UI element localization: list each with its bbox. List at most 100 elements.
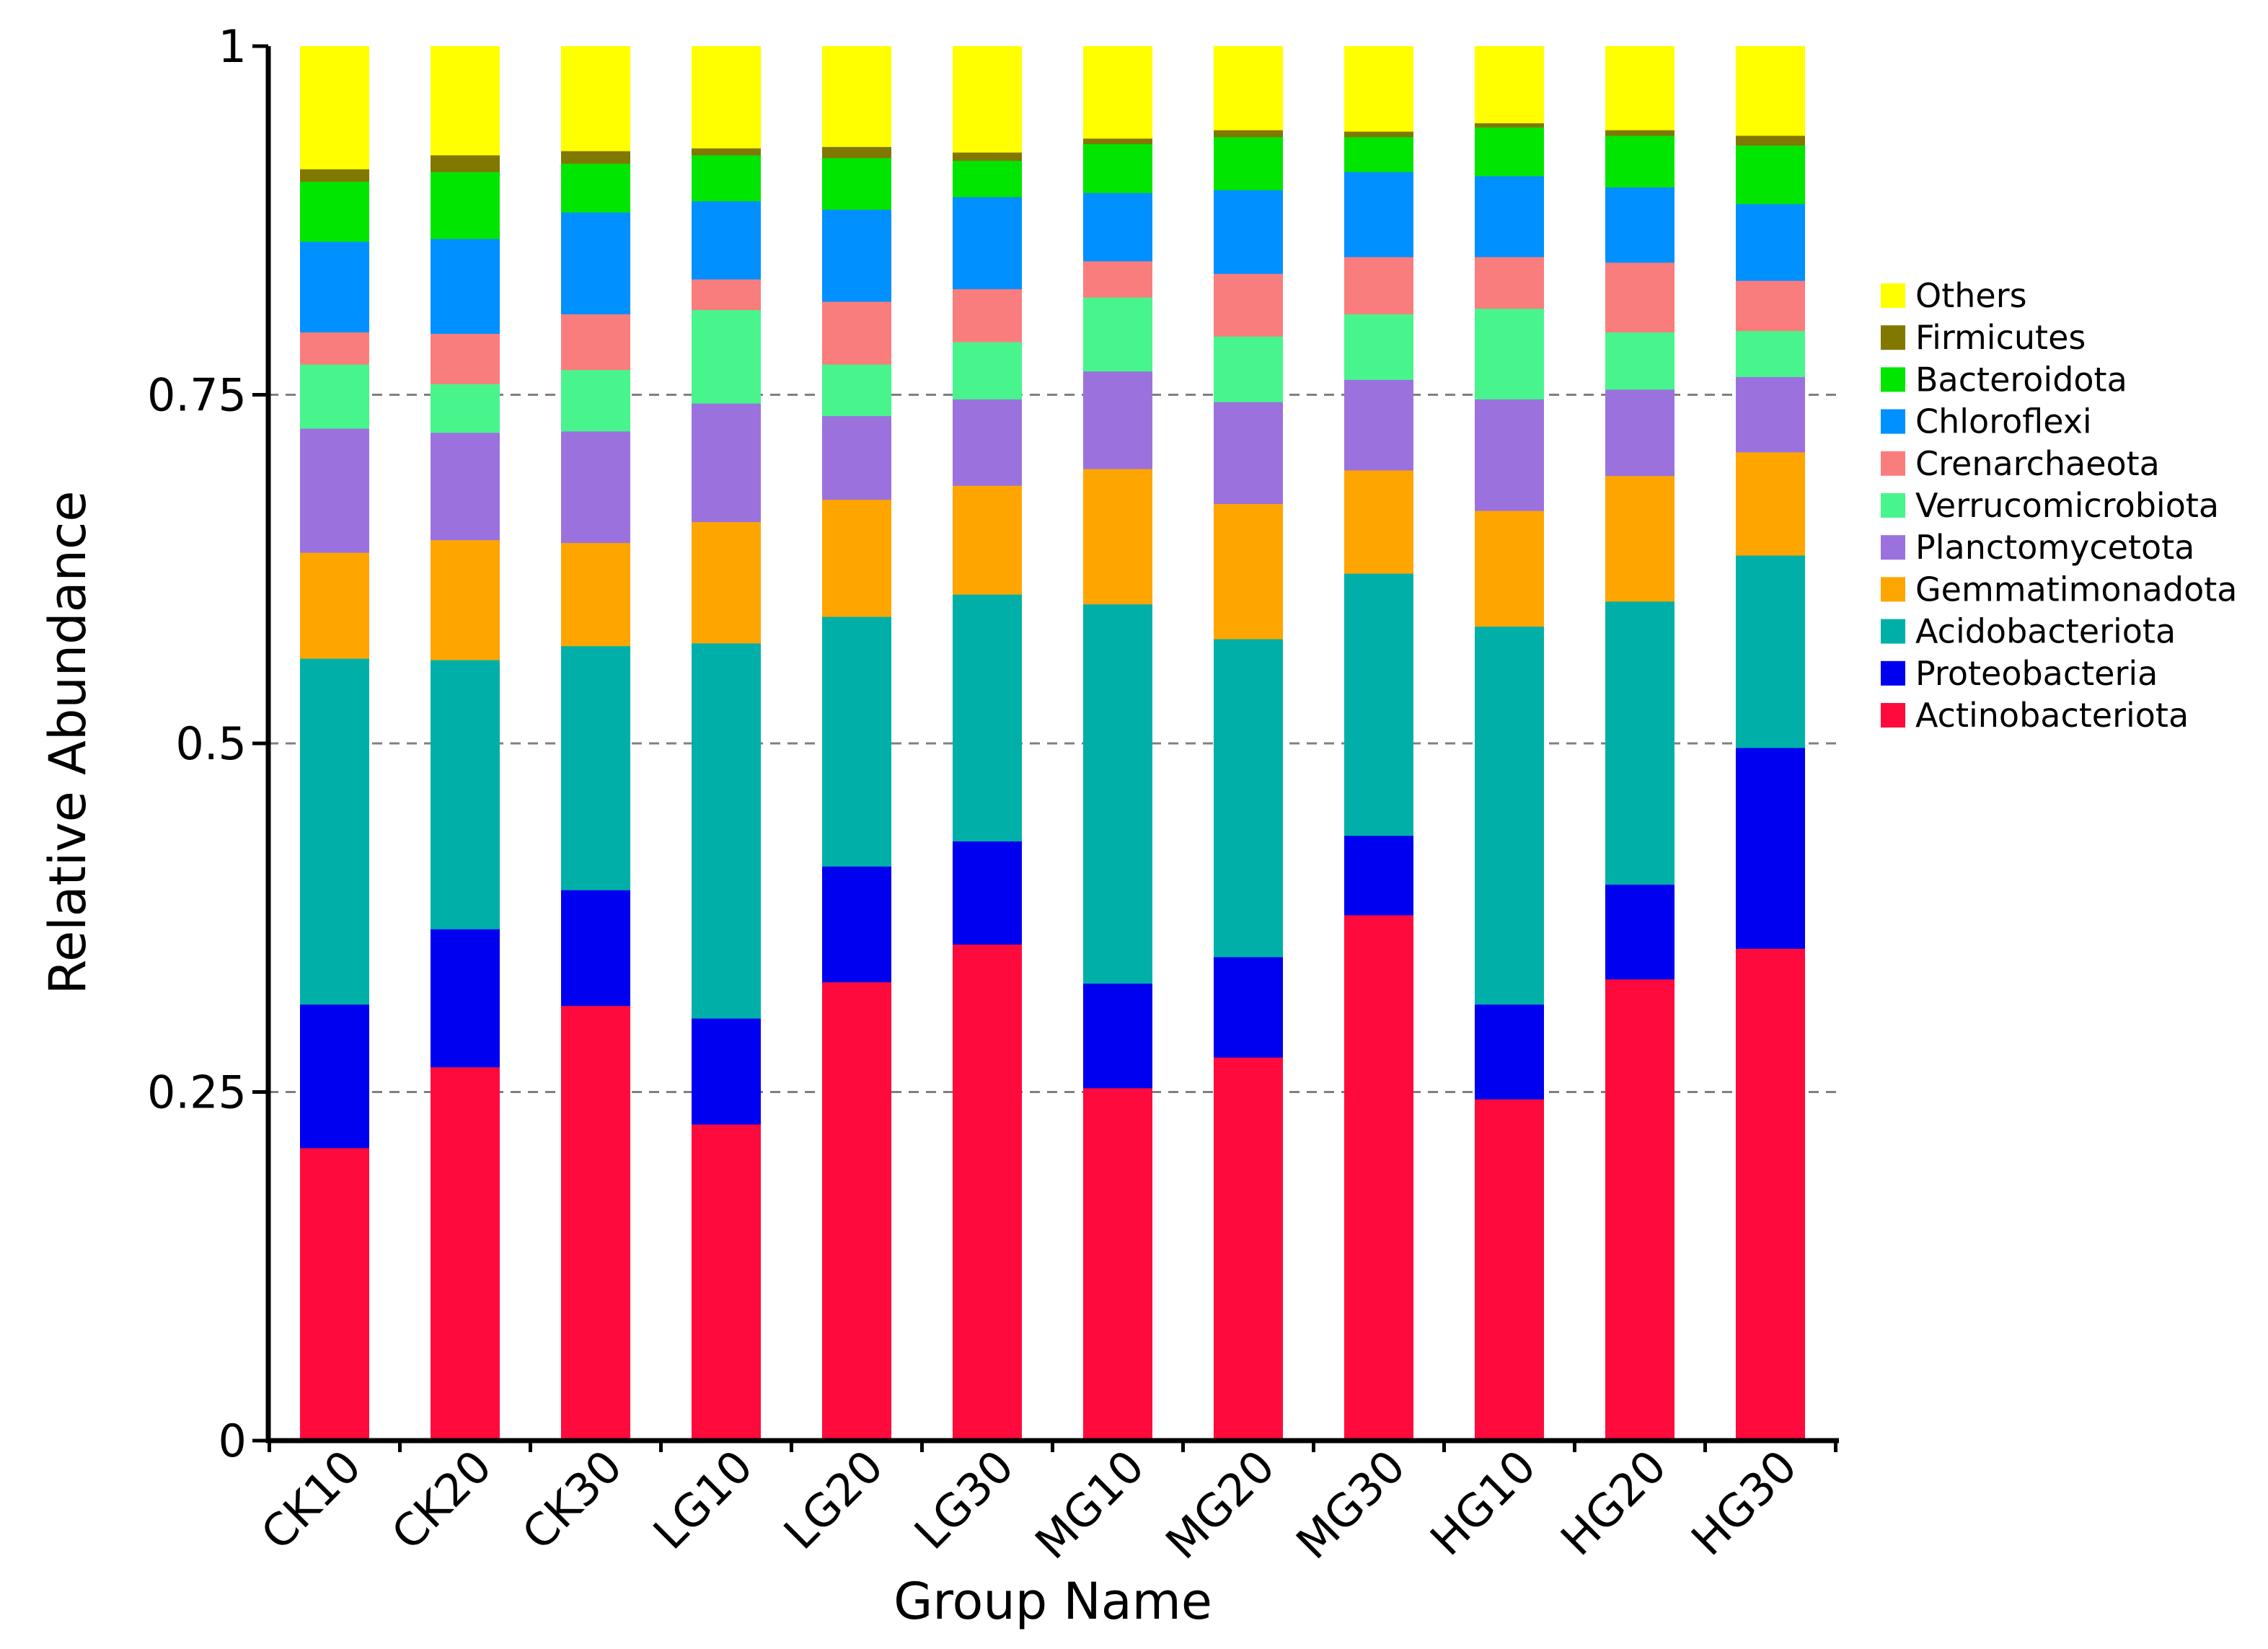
bar-segment-lg30-bacteroidota [953, 160, 1022, 198]
bar-segment-lg20-proteobacteria [822, 866, 891, 983]
bar-segment-ck10-proteobacteria [300, 1004, 369, 1149]
bar-segment-hg20-planctomycetota [1605, 389, 1674, 477]
bar-segment-hg30-planctomycetota [1736, 376, 1805, 453]
bar-segment-mg10-chloroflexi [1083, 193, 1152, 262]
bar-segment-lg30-proteobacteria [953, 841, 1022, 945]
legend-item-bacteroidota: Bacteroidota [1881, 360, 2127, 399]
bar-segment-ck10-planctomycetota [300, 428, 369, 553]
bar-segment-lg20-others [822, 46, 891, 147]
bar-segment-lg20-crenarchaeota [822, 301, 891, 365]
bar-segment-mg30-crenarchaeota [1344, 257, 1413, 314]
bar-segment-ck30-crenarchaeota [561, 314, 630, 371]
x-tick-label-ck20: CK20 [381, 1440, 502, 1560]
bar-segment-lg30-crenarchaeota [953, 288, 1022, 342]
bar-segment-hg10-acidobacteriota [1475, 626, 1544, 1005]
legend-label-actinobacteriota: Actinobacteriota [1915, 696, 2189, 735]
legend-swatch-gemmatimonadota [1881, 577, 1905, 602]
bar-segment-hg10-crenarchaeota [1475, 257, 1544, 309]
bar-stack-ck20 [431, 46, 500, 1441]
bar-segment-ck30-others [561, 46, 630, 151]
bar-segment-mg20-acidobacteriota [1214, 638, 1283, 958]
legend-swatch-bacteroidota [1881, 367, 1905, 392]
bar-segment-hg10-chloroflexi [1475, 175, 1544, 257]
x-tick-label-ck30: CK30 [512, 1440, 632, 1560]
bar-segment-lg30-chloroflexi [953, 196, 1022, 290]
bar-segment-mg30-actinobacteriota [1344, 914, 1413, 1441]
bar-segment-lg10-proteobacteria [692, 1017, 761, 1125]
x-axis-title: Group Name [893, 1572, 1212, 1631]
bar-segment-mg30-verrucomicrobiota [1344, 314, 1413, 380]
bar-segment-mg30-proteobacteria [1344, 835, 1413, 916]
legend-item-verrucomicrobiota: Verrucomicrobiota [1881, 486, 2219, 525]
bar-segment-lg10-bacteroidota [692, 154, 761, 202]
bar-segment-lg20-gemmatimonadota [822, 499, 891, 617]
legend-item-firmicutes: Firmicutes [1881, 318, 2086, 357]
bar-segment-lg30-others [953, 46, 1022, 153]
legend-swatch-firmicutes [1881, 325, 1905, 350]
bar-stack-lg10 [692, 46, 761, 1441]
legend-swatch-others [1881, 283, 1905, 308]
legend: OthersFirmicutesBacteroidotaChloroflexiC… [1881, 276, 2237, 735]
x-tick-label-mg10: MG10 [1025, 1440, 1154, 1569]
bar-segment-lg20-acidobacteriota [822, 616, 891, 867]
bar-stack-mg30 [1344, 46, 1413, 1441]
bar-segment-hg30-actinobacteriota [1736, 948, 1805, 1441]
bar-segment-mg30-planctomycetota [1344, 379, 1413, 471]
legend-item-actinobacteriota: Actinobacteriota [1881, 696, 2189, 735]
legend-label-chloroflexi: Chloroflexi [1915, 402, 2092, 441]
y-tick-label-0: 0 [219, 1415, 247, 1467]
bar-segment-hg20-crenarchaeota [1605, 262, 1674, 333]
legend-swatch-planctomycetota [1881, 535, 1905, 560]
bar-segment-lg20-actinobacteriota [822, 981, 891, 1441]
bar-segment-mg20-others [1214, 46, 1283, 131]
bar-segment-mg30-chloroflexi [1344, 172, 1413, 257]
bar-stack-lg20 [822, 46, 891, 1441]
bar-segment-lg20-verrucomicrobiota [822, 363, 891, 417]
legend-item-others: Others [1881, 276, 2027, 315]
bar-segment-ck10-verrucomicrobiota [300, 363, 369, 429]
bar-segment-ck30-gemmatimonadota [561, 542, 630, 647]
bar-segment-hg10-actinobacteriota [1475, 1099, 1544, 1441]
y-axis-title: Relative Abundance [38, 491, 97, 995]
bar-segment-ck20-proteobacteria [431, 929, 500, 1068]
bar-segment-ck10-firmicutes [300, 169, 369, 182]
bar-segment-ck30-bacteroidota [561, 163, 630, 213]
bar-segment-ck30-chloroflexi [561, 212, 630, 314]
bar-segment-hg30-others [1736, 46, 1805, 136]
bar-segment-hg30-firmicutes [1736, 135, 1805, 146]
legend-label-acidobacteriota: Acidobacteriota [1915, 612, 2176, 651]
legend-item-acidobacteriota: Acidobacteriota [1881, 612, 2176, 651]
bar-segment-ck10-bacteroidota [300, 181, 369, 242]
bar-segment-ck30-actinobacteriota [561, 1005, 630, 1441]
bar-segment-ck20-firmicutes [431, 154, 500, 172]
bars [300, 46, 1805, 1441]
bar-segment-hg30-verrucomicrobiota [1736, 330, 1805, 377]
bar-segment-mg10-proteobacteria [1083, 983, 1152, 1089]
bar-segment-ck30-verrucomicrobiota [561, 369, 630, 432]
bar-segment-lg10-actinobacteriota [692, 1123, 761, 1441]
bar-segment-lg10-crenarchaeota [692, 278, 761, 311]
bar-segment-ck10-others [300, 46, 369, 169]
bar-segment-hg20-firmicutes [1605, 130, 1674, 136]
bar-segment-mg20-firmicutes [1214, 130, 1283, 138]
bar-segment-lg30-planctomycetota [953, 399, 1022, 486]
x-tick-label-lg20: LG20 [774, 1440, 893, 1560]
bar-segment-mg30-gemmatimonadota [1344, 469, 1413, 574]
legend-item-crenarchaeota: Crenarchaeota [1881, 444, 2160, 483]
bar-segment-mg10-others [1083, 46, 1152, 139]
bar-segment-lg20-bacteroidota [822, 157, 891, 210]
bar-segment-lg10-planctomycetota [692, 403, 761, 523]
x-tick-label-lg30: LG30 [904, 1440, 1024, 1560]
legend-label-verrucomicrobiota: Verrucomicrobiota [1915, 486, 2219, 525]
bar-segment-ck20-verrucomicrobiota [431, 384, 500, 433]
bar-stack-ck10 [300, 46, 369, 1441]
bar-segment-lg10-verrucomicrobiota [692, 309, 761, 404]
bar-segment-lg10-acidobacteriota [692, 642, 761, 1019]
bar-segment-ck20-crenarchaeota [431, 333, 500, 384]
bar-segment-mg30-acidobacteriota [1344, 573, 1413, 836]
bar-segment-hg30-bacteroidota [1736, 145, 1805, 205]
bar-segment-lg30-firmicutes [953, 151, 1022, 162]
bar-segment-mg20-verrucomicrobiota [1214, 336, 1283, 402]
bar-segment-ck20-acidobacteriota [431, 659, 500, 929]
